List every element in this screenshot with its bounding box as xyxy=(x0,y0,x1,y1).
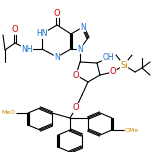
Text: N: N xyxy=(77,45,83,54)
Text: Si: Si xyxy=(120,60,128,69)
Text: OH: OH xyxy=(102,54,114,62)
Text: HN: HN xyxy=(36,29,48,38)
Text: OMe: OMe xyxy=(125,128,139,133)
Text: O: O xyxy=(12,26,18,35)
Text: O: O xyxy=(54,9,60,17)
Text: MeO: MeO xyxy=(2,111,16,116)
Text: O: O xyxy=(110,67,116,76)
Text: O: O xyxy=(73,71,79,79)
Text: O: O xyxy=(73,104,79,112)
Text: N: N xyxy=(80,22,86,31)
Text: NH: NH xyxy=(21,45,33,54)
Text: N: N xyxy=(54,52,60,62)
